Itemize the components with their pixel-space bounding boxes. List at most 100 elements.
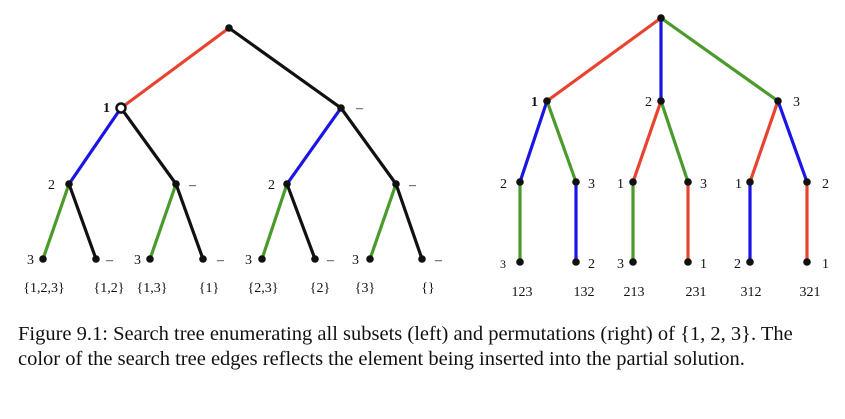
tree-node bbox=[516, 178, 524, 186]
tree-leaf bbox=[516, 258, 524, 266]
search-tree-diagram: 1 – 2 – 2 – 3 – 3 – 3 – 3 – {1,2,3} {1,2… bbox=[23, 14, 829, 300]
node-label: 2 bbox=[268, 178, 275, 193]
tree-node bbox=[803, 178, 811, 186]
tree-leaf bbox=[366, 255, 374, 263]
leaf-permutation-label: 123 bbox=[512, 285, 533, 300]
tree-leaf bbox=[146, 255, 154, 263]
node-label: 2 bbox=[500, 177, 507, 192]
figure-caption: Figure 9.1: Search tree enumerating all … bbox=[18, 323, 793, 370]
node-label: 3 bbox=[793, 95, 800, 110]
node-label: – bbox=[408, 178, 417, 193]
node-label: – bbox=[434, 253, 443, 268]
edge-insert-3 bbox=[545, 99, 578, 184]
tree-node bbox=[337, 104, 345, 112]
tree-node bbox=[657, 97, 665, 105]
node-label: – bbox=[105, 253, 114, 268]
node-label: – bbox=[355, 101, 364, 116]
edge-exclude-3 bbox=[394, 182, 424, 261]
node-label: 3 bbox=[617, 257, 624, 272]
leaf-set-label: {3} bbox=[355, 281, 375, 296]
leaf-set-label: {} bbox=[421, 281, 434, 296]
node-label: 3 bbox=[588, 177, 595, 192]
leaf-set-label: {1,2} bbox=[94, 281, 125, 296]
node-label: 3 bbox=[245, 253, 252, 268]
node-label: 1 bbox=[531, 95, 538, 110]
tree-node bbox=[115, 102, 127, 114]
tree-leaf bbox=[803, 258, 811, 266]
leaf-set-label: {2} bbox=[310, 281, 330, 296]
edge-include-3 bbox=[368, 182, 398, 261]
leaf-permutation-label: 231 bbox=[686, 285, 707, 300]
edge-include-2 bbox=[67, 106, 123, 186]
tree-leaf bbox=[684, 258, 692, 266]
node-label: 3 bbox=[700, 177, 707, 192]
node-label: – bbox=[188, 178, 197, 193]
tree-leaf bbox=[572, 258, 580, 266]
edge-insert-2 bbox=[518, 99, 549, 184]
tree-leaf bbox=[39, 255, 47, 263]
subset-tree bbox=[41, 26, 424, 261]
tree-node bbox=[572, 178, 580, 186]
permutation-tree bbox=[518, 16, 809, 264]
tree-node-root bbox=[657, 14, 665, 22]
tree-node bbox=[392, 180, 400, 188]
tree-node bbox=[774, 97, 782, 105]
tree-node bbox=[65, 180, 73, 188]
leaf-permutation-label: 132 bbox=[574, 285, 595, 300]
tree-leaf bbox=[92, 255, 100, 263]
edge-insert-3 bbox=[659, 99, 690, 184]
edge-exclude-2 bbox=[119, 106, 178, 186]
node-label: 2 bbox=[48, 178, 55, 193]
tree-node bbox=[543, 97, 551, 105]
permutation-tree-nodes bbox=[516, 14, 811, 266]
tree-leaf bbox=[746, 258, 754, 266]
edge-include-3 bbox=[148, 182, 178, 261]
edge-include-2 bbox=[285, 106, 343, 186]
tree-node bbox=[172, 180, 180, 188]
node-label: 2 bbox=[588, 257, 595, 272]
edge-exclude-3 bbox=[174, 182, 205, 261]
tree-leaf bbox=[418, 255, 426, 263]
leaf-permutation-label: 321 bbox=[800, 285, 821, 300]
edge-exclude-3 bbox=[67, 182, 98, 261]
tree-node bbox=[283, 180, 291, 188]
node-label: 1 bbox=[822, 257, 829, 272]
tree-leaf bbox=[311, 255, 319, 263]
node-label: 2 bbox=[645, 95, 652, 110]
edge-insert-1 bbox=[748, 99, 780, 184]
leaf-set-label: {1,3} bbox=[137, 281, 168, 296]
node-label: 3 bbox=[27, 253, 34, 268]
tree-node bbox=[746, 178, 754, 186]
permutation-tree-labels: 1 2 3 2 3 1 3 1 2 3 2 3 1 2 1 bbox=[500, 95, 829, 272]
node-label: 2 bbox=[734, 257, 741, 272]
subset-tree-labels: 1 – 2 – 2 – 3 – 3 – 3 – 3 – bbox=[27, 101, 443, 268]
edge-insert-2 bbox=[776, 99, 809, 184]
edge-include-3 bbox=[41, 182, 71, 261]
edge-insert-1 bbox=[631, 99, 663, 184]
node-label: 3 bbox=[134, 253, 141, 268]
node-label: 1 bbox=[103, 101, 110, 116]
leaf-permutation-label: 312 bbox=[741, 285, 762, 300]
permutation-leaf-labels: 123 132 213 231 312 321 bbox=[512, 285, 821, 300]
leaf-permutation-label: 213 bbox=[624, 285, 645, 300]
tree-node-root bbox=[225, 24, 233, 32]
node-label: 1 bbox=[735, 177, 742, 192]
leaf-set-label: {1} bbox=[199, 281, 219, 296]
tree-node bbox=[684, 178, 692, 186]
node-label: 3 bbox=[352, 253, 359, 268]
node-label: 1 bbox=[700, 257, 707, 272]
leaf-set-label: {1,2,3} bbox=[23, 281, 64, 296]
subset-tree-nodes bbox=[39, 24, 426, 263]
tree-leaf bbox=[629, 258, 637, 266]
tree-leaf bbox=[199, 255, 207, 263]
node-label: – bbox=[216, 253, 225, 268]
node-label: 1 bbox=[617, 177, 624, 192]
edge-root-include-1 bbox=[119, 26, 231, 110]
node-label: 2 bbox=[822, 177, 829, 192]
edge-exclude-2 bbox=[339, 106, 398, 186]
edge-exclude-3 bbox=[285, 182, 317, 261]
node-label: 3 bbox=[500, 257, 506, 271]
tree-node bbox=[629, 178, 637, 186]
edge-insert-3 bbox=[659, 16, 780, 103]
edge-include-3 bbox=[260, 182, 289, 261]
